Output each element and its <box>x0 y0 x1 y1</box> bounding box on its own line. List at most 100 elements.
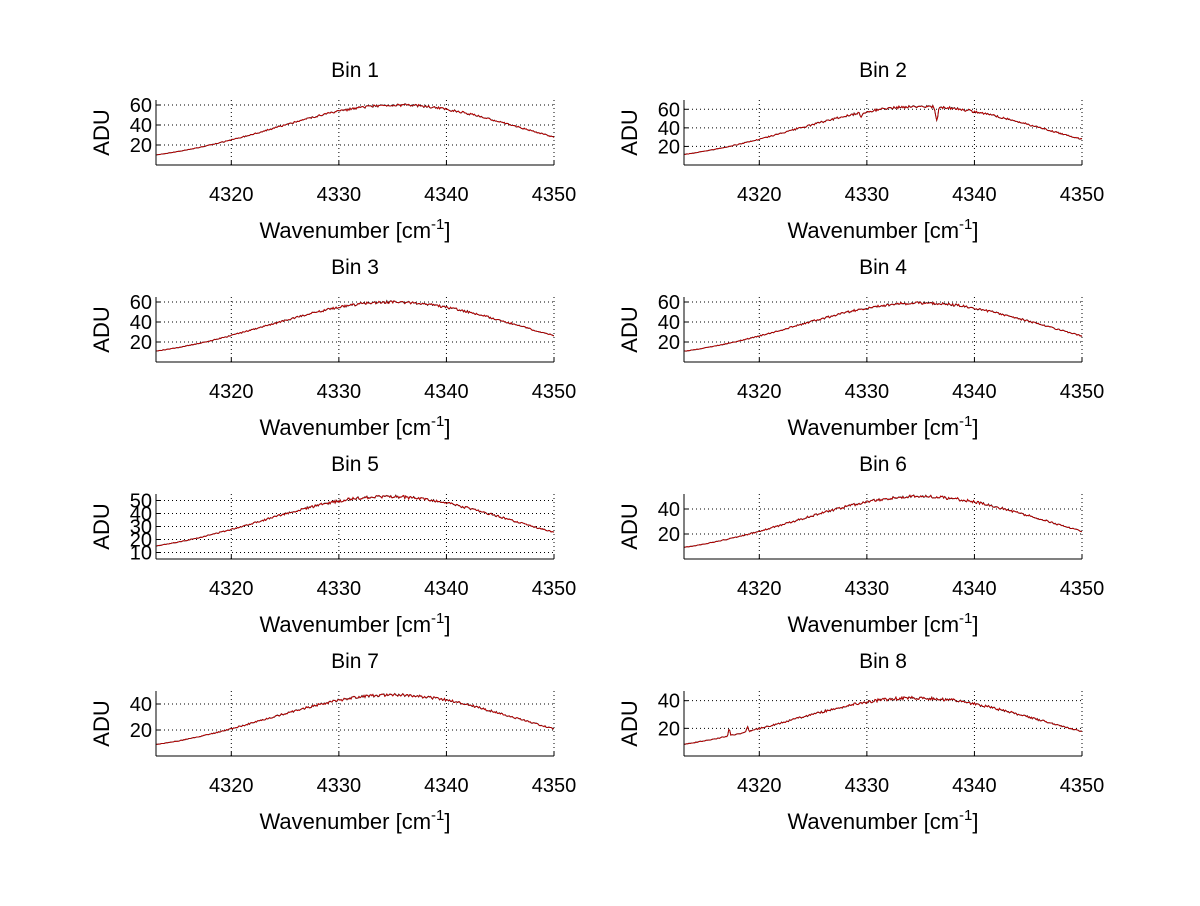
y-tick-label: 20 <box>130 135 152 157</box>
series-measured-line <box>683 695 1083 745</box>
series-fit-line <box>683 695 1083 745</box>
x-axis-label-superscript: -1 <box>959 216 972 233</box>
y-tick-label: 60 <box>130 95 152 117</box>
x-axis-label-superscript: -1 <box>959 807 972 824</box>
x-tick-label: 4340 <box>952 775 997 797</box>
x-axis-label-superscript: -1 <box>431 216 444 233</box>
x-axis-label-main: Wavenumber [cm <box>259 415 431 440</box>
x-tick-label: 4350 <box>532 775 577 797</box>
x-tick-label: 4340 <box>424 381 469 403</box>
subplot-title: Bin 8 <box>859 650 907 673</box>
y-tick-label: 20 <box>658 524 680 546</box>
x-tick-label: 4340 <box>952 381 997 403</box>
x-tick-label: 4320 <box>737 381 782 403</box>
y-axis-label: ADU <box>89 109 114 155</box>
x-axis-label: Wavenumber [cm-1] <box>259 807 450 834</box>
y-tick-label: 60 <box>130 292 152 314</box>
x-axis-label-end: ] <box>444 612 450 637</box>
x-tick-label: 4330 <box>845 578 890 600</box>
subplot-bin-7: 4320 4330 4340 4350 20 40 Bin 7 ADU Wavenumber [… <box>89 650 576 834</box>
x-tick-label: 4330 <box>845 775 890 797</box>
x-axis-label-main: Wavenumber [cm <box>259 612 431 637</box>
x-axis-label-superscript: -1 <box>959 610 972 627</box>
x-axis-label-end: ] <box>444 415 450 440</box>
x-tick-label: 4350 <box>1060 578 1105 600</box>
y-axis-label: ADU <box>89 306 114 352</box>
x-tick-label: 4350 <box>1060 381 1105 403</box>
x-tick-label: 4330 <box>317 381 362 403</box>
x-tick-label: 4330 <box>317 184 362 206</box>
x-axis-label-main: Wavenumber [cm <box>259 218 431 243</box>
y-axis-label: ADU <box>89 700 114 746</box>
y-tick-label: 60 <box>658 292 680 314</box>
x-axis-label-main: Wavenumber [cm <box>787 612 959 637</box>
series-fit-line <box>155 494 555 547</box>
x-tick-label: 4340 <box>424 578 469 600</box>
x-axis-label-end: ] <box>972 218 978 243</box>
y-tick-label: 10 <box>130 543 152 565</box>
x-axis-label: Wavenumber [cm-1] <box>259 413 450 440</box>
y-tick-label: 30 <box>130 517 152 539</box>
x-axis-label: Wavenumber [cm-1] <box>259 216 450 243</box>
x-axis-label: Wavenumber [cm-1] <box>787 413 978 440</box>
y-tick-label: 60 <box>658 99 680 121</box>
x-axis-label-end: ] <box>972 612 978 637</box>
x-axis-label-end: ] <box>972 809 978 834</box>
subplot-bin-8: 4320 4330 4340 4350 20 40 Bin 8 ADU Wavenumber [… <box>617 650 1104 834</box>
x-axis-label-end: ] <box>444 218 450 243</box>
x-axis-label-end: ] <box>972 415 978 440</box>
x-axis-label: Wavenumber [cm-1] <box>787 807 978 834</box>
x-tick-label: 4320 <box>737 775 782 797</box>
x-tick-label: 4330 <box>317 775 362 797</box>
x-tick-label: 4330 <box>845 184 890 206</box>
series-measured-line <box>155 299 554 352</box>
y-axis-label: ADU <box>617 700 642 746</box>
y-tick-label: 40 <box>658 118 680 140</box>
y-axis-label: ADU <box>617 503 642 549</box>
x-axis-label: Wavenumber [cm-1] <box>787 610 978 637</box>
x-tick-label: 4340 <box>424 775 469 797</box>
y-axis-label: ADU <box>617 306 642 352</box>
x-axis-label-superscript: -1 <box>959 413 972 430</box>
x-tick-label: 4320 <box>737 578 782 600</box>
series-fit-line <box>156 103 555 156</box>
x-axis-label-superscript: -1 <box>431 610 444 627</box>
x-tick-label: 4350 <box>1060 184 1105 206</box>
series-fit-line <box>155 300 555 352</box>
x-axis-label-main: Wavenumber [cm <box>259 809 431 834</box>
x-axis-label-main: Wavenumber [cm <box>787 415 959 440</box>
x-tick-label: 4340 <box>424 184 469 206</box>
y-axis-label: ADU <box>89 503 114 549</box>
x-tick-label: 4350 <box>532 578 577 600</box>
x-axis-label: Wavenumber [cm-1] <box>787 216 978 243</box>
y-tick-label: 20 <box>658 332 680 354</box>
subplot-title: Bin 4 <box>859 256 907 279</box>
series-measured-line <box>155 692 555 745</box>
x-tick-label: 4340 <box>952 184 997 206</box>
x-tick-label: 4320 <box>737 184 782 206</box>
series-measured-line <box>155 103 555 156</box>
y-tick-label: 20 <box>130 720 152 742</box>
x-tick-label: 4330 <box>845 381 890 403</box>
y-tick-label: 20 <box>130 332 152 354</box>
x-axis-label-end: ] <box>444 809 450 834</box>
y-tick-label: 20 <box>658 718 680 740</box>
subplot-bin-6: 4320 4330 4340 4350 20 40 Bin 6 ADU Wavenumber [… <box>617 453 1104 637</box>
x-tick-label: 4330 <box>317 578 362 600</box>
x-axis-label-main: Wavenumber [cm <box>787 218 959 243</box>
x-tick-label: 4350 <box>1060 775 1105 797</box>
subplot-title: Bin 3 <box>331 256 379 279</box>
subplot-title: Bin 1 <box>331 59 379 82</box>
y-tick-label: 40 <box>130 312 152 334</box>
x-tick-label: 4320 <box>209 184 254 206</box>
x-axis-label-superscript: -1 <box>431 413 444 430</box>
y-tick-label: 40 <box>658 691 680 713</box>
x-tick-label: 4350 <box>532 381 577 403</box>
y-tick-label: 50 <box>130 491 152 513</box>
x-tick-label: 4320 <box>209 381 254 403</box>
x-axis-label-superscript: -1 <box>431 807 444 824</box>
